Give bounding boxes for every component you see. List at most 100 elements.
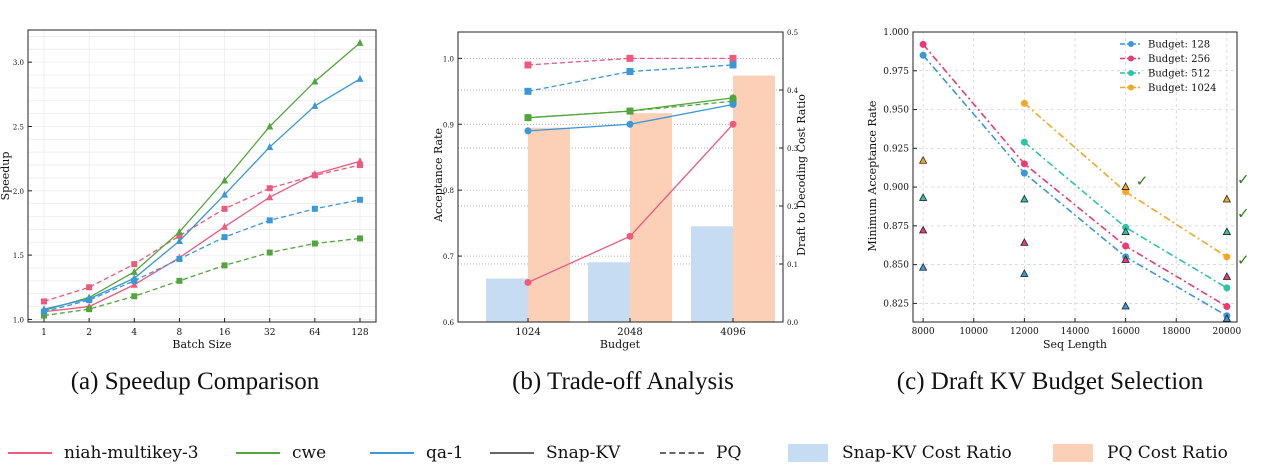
caption-c: (c) Draft KV Budget Selection — [896, 368, 1204, 395]
legend-label: qa-1 — [426, 443, 464, 463]
threshold-marker-c — [918, 262, 928, 271]
x-axis-label-a: Batch Size — [172, 338, 231, 351]
series-line-b — [527, 57, 733, 66]
data-point-a — [356, 74, 364, 82]
legend-label: Snap-KV Cost Ratio — [842, 443, 1012, 463]
data-point-a — [311, 77, 319, 85]
data-point-b — [626, 68, 634, 76]
y-tick-label-a: 2.0 — [13, 188, 24, 196]
y-tick-label-c: 0.975 — [883, 67, 909, 77]
threshold-marker-c — [1222, 194, 1232, 203]
y-tick-label-c: 0.900 — [883, 183, 909, 193]
x-tick-label-c: 10000 — [959, 327, 988, 337]
data-point-a — [266, 217, 273, 224]
data-point-a — [41, 298, 47, 305]
y-axis-label-c: Minimum Acceptance Rate — [866, 101, 879, 252]
legend-label-c: Budget: 256 — [1148, 54, 1210, 65]
legend-swatch — [490, 452, 534, 454]
data-point-b — [524, 87, 532, 95]
data-point-a — [357, 196, 363, 203]
x-tick-label-a: 64 — [309, 328, 321, 338]
data-point-c — [1020, 99, 1028, 107]
series-line-b — [527, 100, 734, 119]
threshold-marker-c — [1222, 314, 1232, 322]
data-point-c — [1122, 188, 1130, 196]
x-tick-label-c: 12000 — [1010, 327, 1039, 337]
y2-tick-label-b: 0.0 — [787, 319, 798, 327]
legend-swatch — [1053, 444, 1093, 462]
y-tick-label-a: 2.5 — [13, 123, 24, 131]
data-point-a — [176, 277, 183, 284]
caption-a: (a) Speedup Comparison — [70, 368, 320, 395]
bar-pq-cost — [528, 127, 570, 322]
bar-snapkv-cost — [486, 278, 528, 322]
series-line-b — [527, 64, 734, 92]
legend-label-c: Budget: 512 — [1148, 69, 1210, 80]
legend-swatch — [660, 452, 704, 454]
x-tick-label-c: 18000 — [1162, 327, 1191, 337]
figure-canvas: 1.0 1.5 2.0 2.5 3.0 1 2 4 8 16 32 64 128 Batch Size Sp… — [0, 28, 1250, 351]
series-line-a — [43, 237, 361, 317]
legend-swatch — [370, 452, 414, 454]
data-point-a — [131, 277, 138, 284]
data-point-a — [221, 205, 228, 212]
x-tick-label-a: 2 — [86, 328, 92, 338]
y2-tick-label-b: 0.4 — [787, 87, 799, 95]
series-line-c — [1023, 141, 1228, 289]
legend-label: PQ Cost Ratio — [1107, 443, 1228, 463]
legend-label: niah-multikey-3 — [64, 443, 199, 463]
data-point-c — [919, 40, 927, 48]
checkmark-icon: ✓ — [1237, 205, 1250, 223]
y-tick-label-b: 0.8 — [443, 187, 454, 195]
data-point-b — [729, 54, 737, 62]
x-tick-label-b: 1024 — [515, 327, 540, 338]
series-line-a — [43, 199, 361, 313]
legend-item: Snap-KV Cost Ratio — [788, 440, 1012, 466]
data-point-a — [311, 101, 319, 109]
y-tick-label-b: 0.7 — [443, 253, 454, 261]
x-tick-label-b: 4096 — [720, 327, 745, 338]
y-tick-label-a: 3.0 — [13, 59, 24, 67]
y-tick-label-b: 1.0 — [443, 55, 454, 63]
legend-item: qa-1 — [370, 440, 464, 466]
data-point-b — [524, 114, 532, 122]
y-tick-label-a: 1.0 — [13, 316, 24, 324]
data-point-a — [266, 193, 274, 201]
x-axis-label-c: Seq Length — [1043, 338, 1107, 351]
x-tick-label-c: 8000 — [912, 327, 935, 337]
series-line-a — [43, 78, 361, 310]
legend-swatch — [788, 444, 828, 462]
data-point-c — [1020, 169, 1028, 177]
data-point-b — [729, 101, 737, 108]
threshold-marker-c — [1222, 227, 1232, 235]
data-point-a — [311, 172, 318, 179]
x-tick-label-a: 32 — [264, 328, 275, 338]
legend-marker-c — [1128, 55, 1134, 62]
legend-marker-c — [1128, 84, 1134, 91]
threshold-marker-c — [1121, 182, 1130, 190]
data-point-b — [626, 120, 634, 128]
legend-marker-c — [1128, 41, 1134, 47]
threshold-marker-c — [1020, 238, 1029, 246]
data-point-c — [1223, 284, 1231, 292]
legend-item: PQ — [660, 440, 741, 466]
data-point-c — [1020, 160, 1028, 168]
legend-marker-c — [1128, 70, 1134, 76]
data-point-a — [86, 306, 93, 313]
data-point-a — [175, 227, 183, 235]
y-axis-label-a: Speedup — [0, 152, 12, 201]
legend-item: cwe — [236, 440, 326, 466]
data-point-b — [729, 61, 737, 69]
y2-tick-label-b: 0.1 — [787, 261, 798, 269]
x-tick-label-a: 4 — [131, 328, 137, 338]
y2-axis-label-b: Draft to Decoding Cost Ratio — [795, 94, 808, 256]
data-point-b — [524, 127, 532, 135]
y-tick-label-b: 0.9 — [443, 121, 454, 129]
data-point-a — [266, 249, 273, 256]
threshold-marker-c — [1020, 194, 1029, 203]
legend-label: Snap-KV — [546, 443, 621, 463]
bar-snapkv-cost — [588, 262, 630, 322]
checkmark-icon: ✓ — [1136, 172, 1149, 190]
threshold-marker-c — [1121, 301, 1130, 310]
y2-tick-label-b: 0.2 — [787, 203, 798, 211]
